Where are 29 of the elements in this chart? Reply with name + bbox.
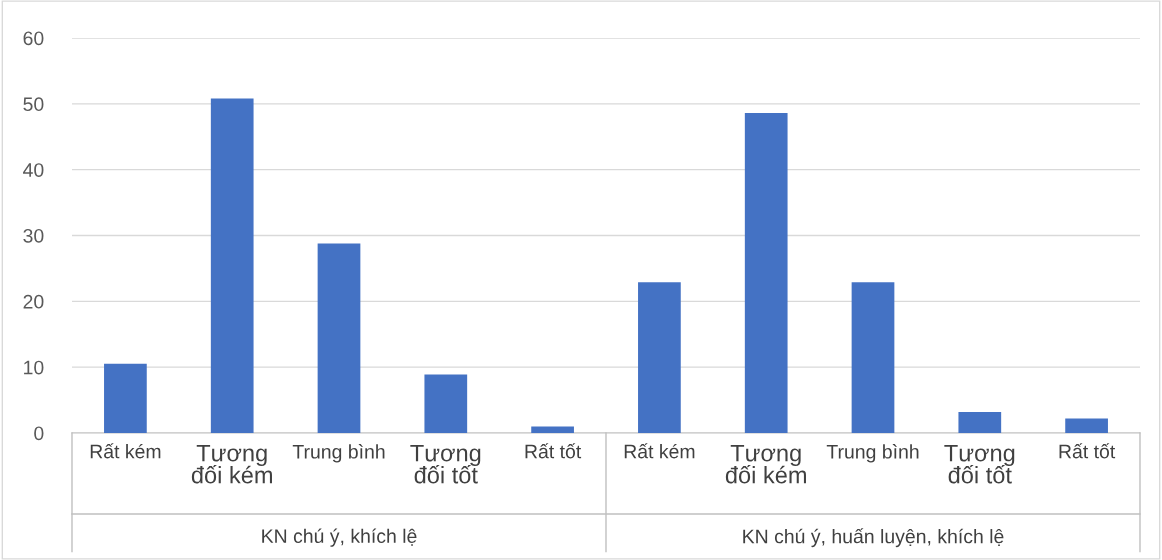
x-tick-label: Rất kém: [90, 443, 161, 459]
bar: [958, 411, 1002, 433]
x-tick-label: Trung bình: [826, 444, 919, 463]
bar: [210, 98, 254, 433]
x-tick-label: Tương đối kém: [191, 444, 272, 484]
x-tick-label: Rất tốt: [525, 443, 582, 459]
x-tick-label: Tương đối tốt: [944, 444, 1015, 484]
x-tick-label: Trung bình: [292, 444, 385, 463]
bar: [638, 282, 681, 433]
text: KN chú ý, khích lệ: [262, 528, 417, 547]
y-tick-label: 0: [34, 426, 44, 441]
bar: [424, 374, 468, 433]
bar: [1065, 418, 1108, 433]
text: KN chú ý, huấn luyện, khích lệ: [743, 528, 1004, 548]
x-tick-label: Tương đối kém: [725, 444, 806, 484]
y-tick-label: 60: [23, 31, 44, 46]
bar: [317, 243, 361, 433]
bar: [744, 113, 788, 433]
y-tick-label: 20: [23, 294, 44, 309]
bar: [531, 426, 574, 433]
y-tick-label: 30: [23, 228, 44, 243]
y-tick-label: 10: [24, 360, 44, 375]
x-tick-label: Rất tốt: [1059, 443, 1116, 459]
y-tick-label: 40: [23, 163, 44, 177]
bar: [851, 282, 895, 433]
x-tick-label: Tương đối tốt: [410, 444, 481, 484]
y-tick-label: 50: [23, 97, 44, 112]
bar: [104, 363, 147, 433]
x-tick-label: Rất kém: [624, 443, 695, 459]
